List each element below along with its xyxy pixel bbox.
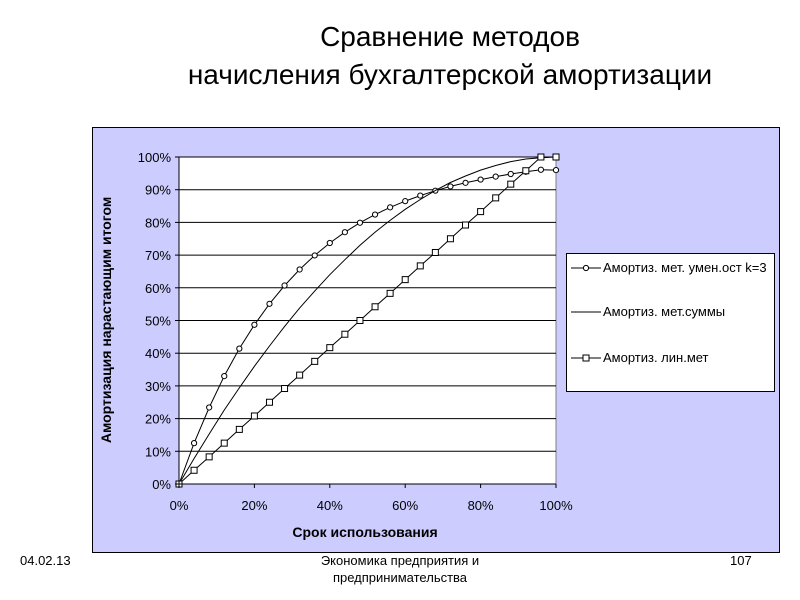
legend-line-circle-icon — [571, 264, 601, 272]
y-tick-label: 0% — [152, 477, 171, 492]
legend-label: Амортиз. мет. умен.ост k=3 — [603, 260, 767, 275]
chart-legend: Амортиз. мет. умен.ост k=3 Амортиз. мет.… — [566, 253, 775, 392]
slide-title-line2: начисления бухгалтерской амортизации — [187, 59, 713, 90]
series-3-point — [552, 153, 560, 161]
footer-center-line2: предпринимательства — [332, 570, 468, 585]
y-tick-label: 40% — [145, 346, 171, 361]
series-1-point — [356, 219, 364, 226]
y-tick-label: 70% — [145, 248, 171, 263]
series-1-point — [190, 440, 198, 447]
footer-center: Экономика предприятия и предпринимательс… — [250, 552, 550, 586]
series-3-point — [386, 289, 394, 297]
footer-center-line1: Экономика предприятия и — [320, 553, 480, 568]
series-3-point — [326, 344, 334, 352]
series-3-point — [446, 235, 454, 243]
series-3-point — [281, 385, 289, 393]
series-1-point — [477, 176, 484, 183]
series-1-point — [387, 204, 394, 211]
series-2-line — [178, 156, 557, 485]
y-tick-label: 90% — [145, 183, 171, 198]
x-tick-label: 0% — [170, 498, 189, 513]
series-1-point — [296, 266, 303, 273]
legend-line-icon — [571, 311, 601, 313]
series-3-point — [235, 425, 243, 433]
slide-title: Сравнение методов начисления бухгалтерск… — [0, 18, 800, 94]
series-1-point — [251, 321, 258, 328]
series-3-point — [507, 180, 515, 188]
series-1-point — [206, 404, 213, 411]
series-3-point — [401, 276, 409, 284]
x-tick-label: 60% — [392, 498, 418, 513]
y-tick-label: 10% — [145, 444, 171, 459]
legend-label: Амортиз. лин.мет — [603, 350, 709, 365]
y-axis-title: Амортизация нарастающим итогом — [98, 197, 114, 443]
series-3-point — [341, 330, 349, 338]
series-3-point — [356, 317, 364, 324]
legend-line-square-icon — [571, 354, 601, 362]
series-1-point — [402, 198, 409, 205]
series-3-point — [477, 208, 485, 216]
series-1-point — [221, 372, 228, 380]
x-tick-label: 40% — [317, 498, 343, 513]
chart-svg: 0% 10% 20% 30% 40% 50% 60% 70% 80% 90% 100% 0% 20% 40… — [98, 150, 573, 540]
series-1-point — [266, 300, 273, 307]
series-3-point — [522, 167, 530, 175]
y-tick-label: 50% — [145, 314, 171, 329]
footer-date: 04.02.13 — [20, 553, 71, 568]
series-1-point — [326, 239, 333, 247]
y-tick-label: 100% — [138, 150, 172, 165]
footer-page-number: 107 — [730, 553, 752, 568]
series-1-point — [371, 211, 379, 218]
y-tick-label: 80% — [145, 215, 171, 230]
x-tick-label: 100% — [539, 498, 573, 513]
series-3-point — [311, 357, 319, 365]
series-3-point — [265, 398, 273, 406]
series-1-point — [462, 179, 469, 186]
x-axis-title: Срок использования — [292, 524, 437, 540]
series-3-point — [462, 221, 470, 229]
series-3-point — [220, 439, 228, 447]
x-tick-label: 20% — [241, 498, 267, 513]
series-3-point — [431, 248, 439, 256]
series-1-point — [417, 192, 424, 199]
series-3-point — [492, 194, 500, 202]
series-1-point — [281, 282, 288, 289]
series-1-point — [507, 170, 514, 178]
series-3-point — [537, 153, 545, 161]
series-3-point — [296, 371, 304, 379]
legend-label: Амортиз. мет.суммы — [603, 304, 726, 319]
series-3-point — [371, 303, 379, 311]
series-3-point — [250, 412, 258, 420]
series-1-point — [236, 345, 243, 352]
y-tick-label: 60% — [145, 281, 171, 296]
series-3-point — [190, 466, 198, 474]
series-1-point — [552, 166, 560, 174]
series-3-point — [416, 262, 424, 270]
series-1-point — [341, 229, 348, 236]
y-tick-label: 30% — [145, 379, 171, 394]
slide-title-line1: Сравнение методов — [320, 21, 580, 52]
series-1-point — [537, 166, 545, 173]
y-tick-label: 20% — [145, 412, 171, 427]
series-1-point — [447, 183, 454, 190]
series-1-point — [311, 252, 318, 259]
x-tick-label: 80% — [468, 498, 494, 513]
series-3-point — [205, 453, 213, 461]
series-1-point — [492, 173, 499, 180]
